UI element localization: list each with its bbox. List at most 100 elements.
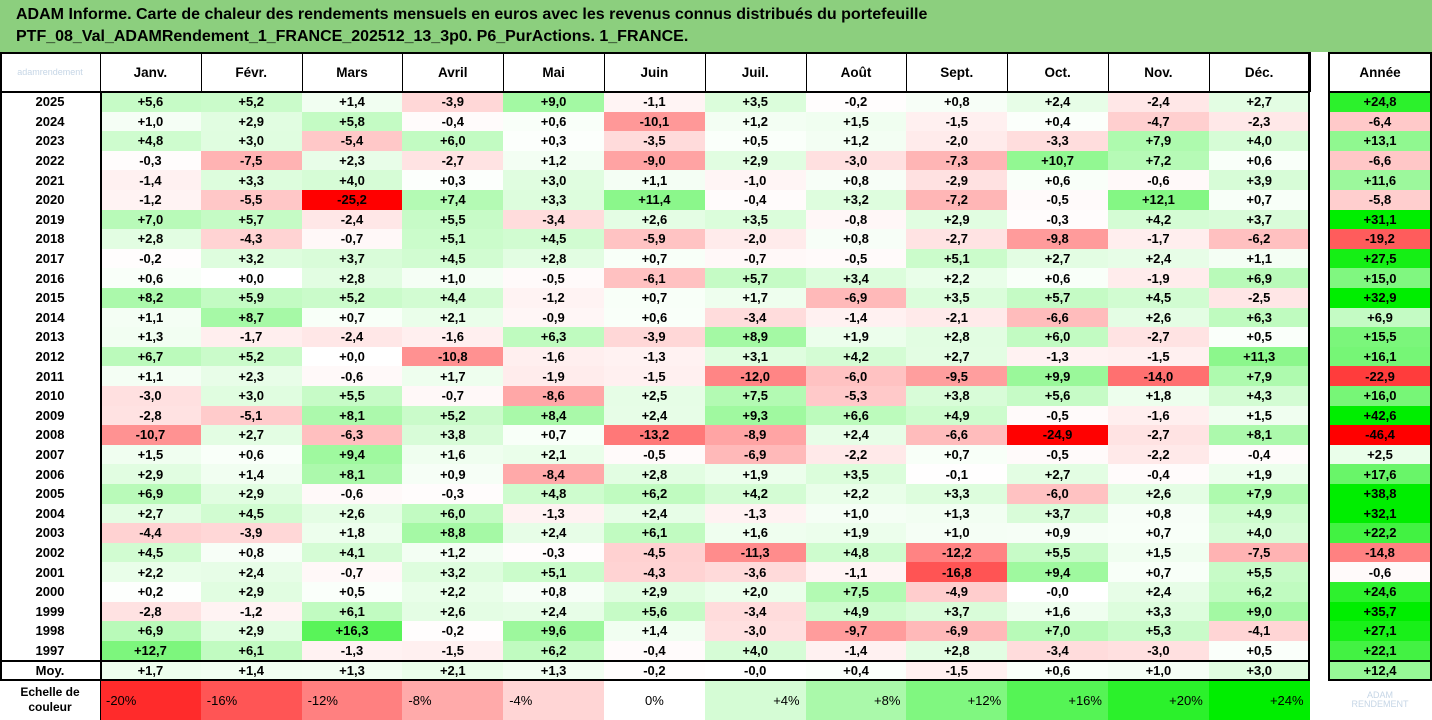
heatmap-cell: -1,9 [503, 366, 604, 386]
heatmap-cell: +7,2 [1108, 150, 1209, 171]
heatmap-cell: -1,4 [100, 170, 201, 190]
heatmap-cell: +4,2 [805, 346, 907, 367]
heatmap-cell: +2,7 [1208, 92, 1310, 112]
year-label: 2025 [0, 92, 100, 112]
heatmap-cell: -3,4 [503, 209, 604, 230]
heatmap-cell: -1,6 [1108, 405, 1209, 426]
heatmap-cell: -1,3 [1007, 346, 1108, 367]
heatmap-cell: +0,2 [100, 582, 201, 602]
grid-line [1328, 52, 1330, 680]
heatmap-cell: +6,7 [100, 346, 201, 367]
average-cell: +0,6 [1007, 660, 1108, 680]
year-label: 2001 [0, 562, 100, 582]
heatmap-cell: -13,2 [604, 425, 705, 445]
heatmap-cell: +3,7 [1007, 503, 1108, 524]
heatmap-cell: +1,0 [906, 523, 1008, 543]
heatmap-cell: -1,5 [906, 111, 1008, 132]
heatmap-cell: +6,6 [805, 405, 907, 426]
grid-line [1430, 52, 1432, 680]
average-cell: +1,0 [1108, 660, 1209, 680]
color-scale-step: +24% [1208, 680, 1310, 720]
heatmap-cell: +9,0 [1208, 601, 1310, 622]
heatmap-cell: +2,7 [906, 346, 1008, 367]
heatmap-cell: +0,8 [503, 582, 604, 602]
heatmap-cell: +2,7 [200, 425, 302, 445]
heatmap-cell: +3,1 [704, 346, 806, 367]
heatmap-cell: +8,4 [503, 405, 604, 426]
heatmap-cell: -1,6 [503, 346, 604, 367]
annual-cell: +16,1 [1328, 346, 1432, 367]
heatmap-cell: -2,7 [1108, 327, 1209, 347]
heatmap-cell: +3,0 [200, 131, 302, 151]
heatmap-cell: -0,5 [604, 444, 705, 465]
column-header-9: Sept. [906, 52, 1008, 92]
heatmap-cell: +5,6 [1007, 386, 1108, 406]
average-cell: +1,3 [503, 660, 604, 680]
heatmap-cell: -0,5 [1007, 444, 1108, 465]
heatmap-cell: +8,8 [402, 523, 504, 543]
grid-line [604, 52, 605, 92]
heatmap-cell: -0,3 [100, 150, 201, 171]
heatmap-cell: +6,3 [1208, 307, 1310, 328]
heatmap-cell: -0,0 [1007, 582, 1108, 602]
year-label: 2014 [0, 307, 100, 328]
annual-cell: +13,1 [1328, 131, 1432, 151]
heatmap-cell: +7,5 [704, 386, 806, 406]
grid-line [0, 52, 1310, 54]
heatmap-cell: +11,4 [604, 190, 705, 210]
heatmap-cell: +2,6 [1108, 484, 1209, 504]
average-cell: +1,7 [100, 660, 201, 680]
heatmap-cell: +1,0 [805, 503, 907, 524]
heatmap-cell: -3,0 [100, 386, 201, 406]
heatmap-cell: -0,4 [402, 111, 504, 132]
heatmap-cell: -10,7 [100, 425, 201, 445]
heatmap-cell: +3,5 [704, 209, 806, 230]
heatmap-cell: -2,4 [301, 209, 403, 230]
heatmap-cell: -0,2 [805, 92, 907, 112]
heatmap-cell: +2,6 [1108, 307, 1209, 328]
heatmap-cell: +8,2 [100, 288, 201, 308]
heatmap-cell: +1,0 [402, 268, 504, 288]
heatmap-cell: +7,9 [1208, 484, 1310, 504]
heatmap-cell: +1,5 [100, 444, 201, 465]
heatmap-cell: -6,0 [805, 366, 907, 386]
heatmap-cell: +6,9 [100, 621, 201, 641]
heatmap-cell: +11,3 [1208, 346, 1310, 367]
heatmap-cell: +2,2 [402, 582, 504, 602]
heatmap-cell: +3,5 [704, 92, 806, 112]
heatmap-cell: +6,1 [604, 523, 705, 543]
heatmap-cell: -3,9 [402, 92, 504, 112]
heatmap-cell: +0,3 [402, 170, 504, 190]
annual-cell: +2,5 [1328, 444, 1432, 465]
heatmap-cell: +5,1 [503, 562, 604, 582]
heatmap-cell: -25,2 [301, 190, 403, 210]
heatmap-cell: -0,4 [1208, 444, 1310, 465]
heatmap-cell: +2,4 [503, 523, 604, 543]
heatmap-cell: +16,3 [301, 621, 403, 641]
heatmap-cell: +2,1 [402, 307, 504, 328]
annual-cell: -14,8 [1328, 542, 1432, 563]
heatmap-cell: -7,3 [906, 150, 1008, 171]
heatmap-cell: +2,9 [704, 150, 806, 171]
column-header-7: Juil. [704, 52, 806, 92]
heatmap-cell: +1,5 [805, 111, 907, 132]
annual-cell: +27,5 [1328, 248, 1432, 269]
annual-cell: +31,1 [1328, 209, 1432, 230]
heatmap-cell: +3,3 [200, 170, 302, 190]
heatmap-cell: -12,0 [704, 366, 806, 386]
heatmap-cell: +2,4 [604, 405, 705, 426]
year-label: 2024 [0, 111, 100, 132]
average-cell: -1,5 [906, 660, 1008, 680]
color-scale-step: +16% [1007, 680, 1108, 720]
color-scale-label: Echelle de couleur [0, 680, 100, 720]
year-label: 2004 [0, 503, 100, 524]
heatmap-cell: -6,6 [1007, 307, 1108, 328]
column-header-4: Avril [402, 52, 504, 92]
heatmap-cell: +0,7 [604, 248, 705, 269]
grid-line [402, 52, 404, 92]
heatmap-cell: +1,3 [906, 503, 1008, 524]
heatmap-cell: -4,5 [604, 542, 705, 563]
heatmap-cell: -2,7 [1108, 425, 1209, 445]
heatmap-cell: -2,0 [906, 131, 1008, 151]
